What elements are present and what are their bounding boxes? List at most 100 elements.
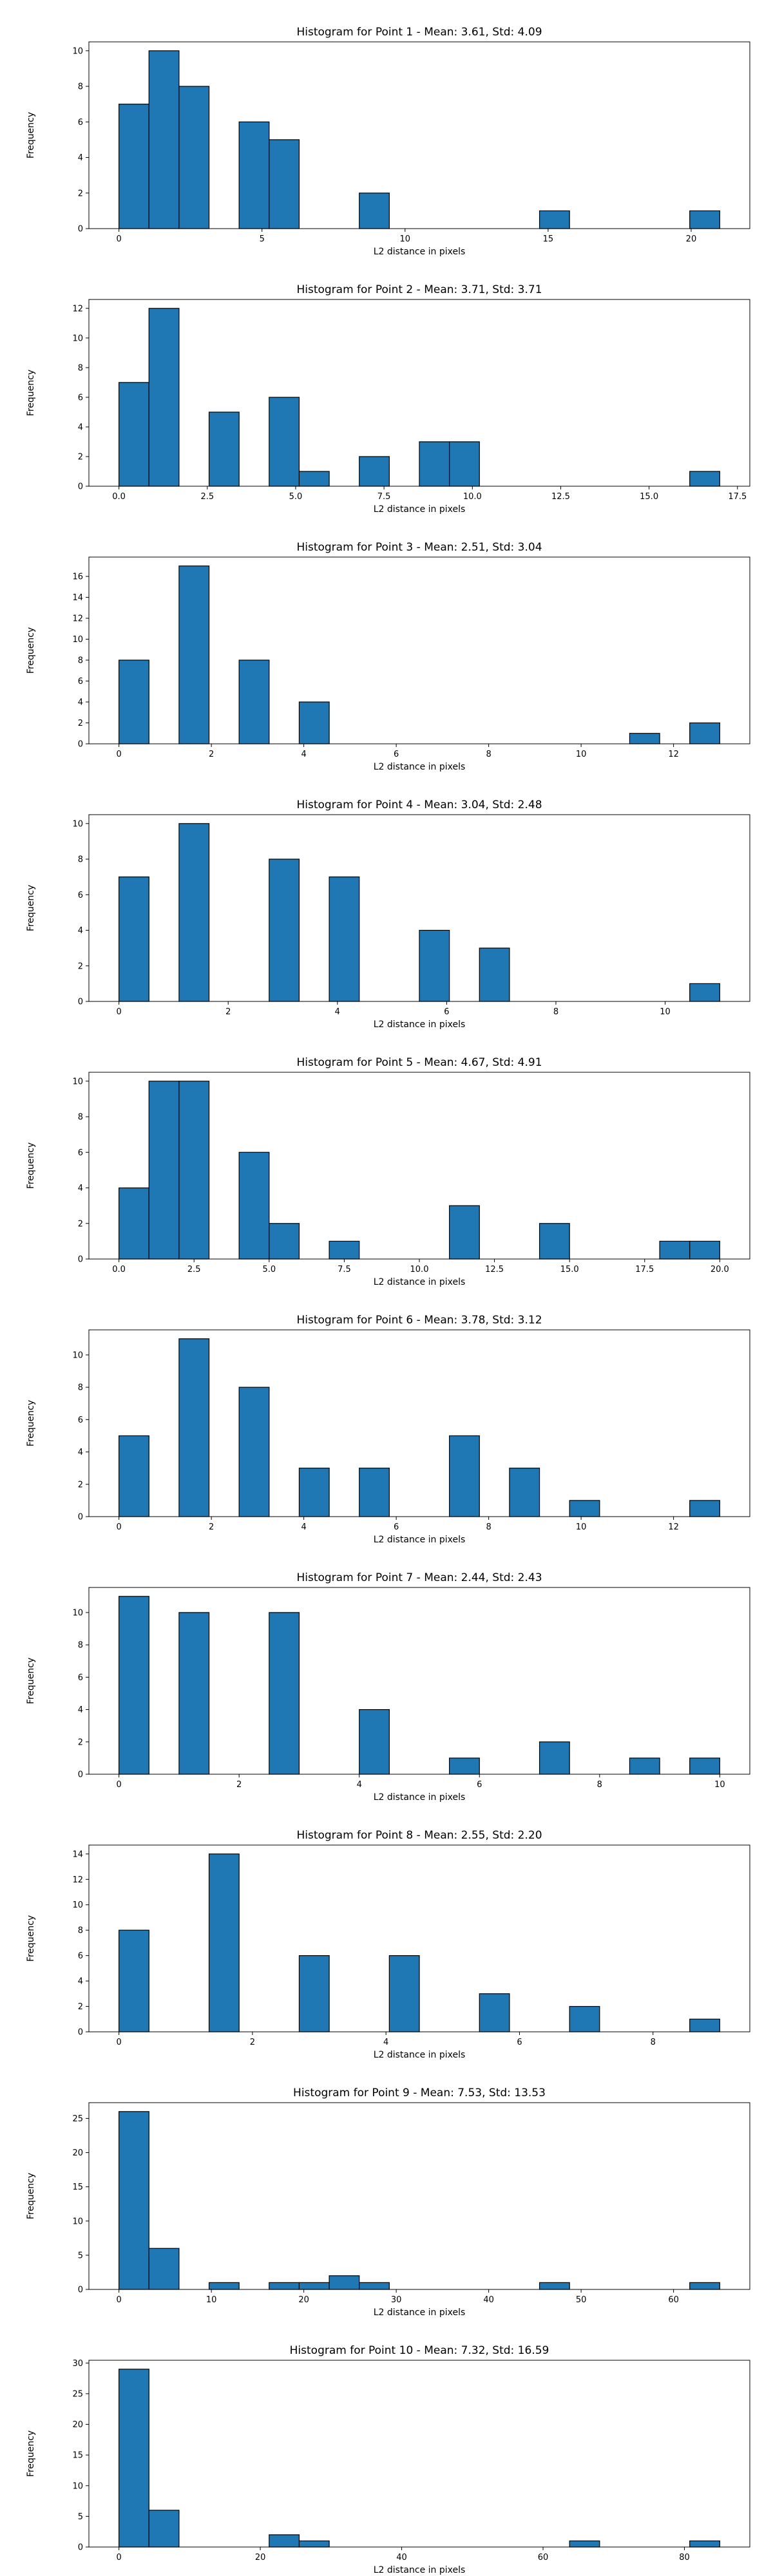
y-tick-label: 10 bbox=[72, 1077, 83, 1086]
x-tick-label: 20.0 bbox=[711, 1265, 729, 1274]
y-tick-label: 2 bbox=[78, 1219, 83, 1229]
histogram-bar bbox=[359, 1468, 390, 1517]
chart-title: Histogram for Point 9 - Mean: 7.53, Std:… bbox=[293, 2087, 546, 2099]
histogram-bar bbox=[479, 947, 510, 1002]
x-tick-label: 2.5 bbox=[200, 492, 214, 502]
x-tick-label: 0 bbox=[116, 1780, 121, 1790]
chart-title: Histogram for Point 10 - Mean: 7.32, Std… bbox=[290, 2344, 549, 2357]
x-axis-label: L2 distance in pixels bbox=[374, 762, 466, 772]
chart-title: Histogram for Point 2 - Mean: 3.71, Std:… bbox=[296, 283, 542, 296]
y-tick-label: 4 bbox=[78, 1184, 83, 1193]
histogram-bar bbox=[269, 397, 300, 487]
x-tick-label: 4 bbox=[301, 1522, 306, 1532]
x-tick-label: 10 bbox=[576, 750, 587, 759]
x-tick-label: 5.0 bbox=[262, 1265, 276, 1274]
histogram-bar bbox=[178, 1612, 210, 1775]
histogram-bar bbox=[269, 1223, 300, 1260]
y-tick-label: 8 bbox=[78, 1926, 83, 1936]
x-tick-label: 60 bbox=[668, 2295, 679, 2305]
histogram-bar bbox=[479, 1993, 510, 2032]
x-tick-label: 4 bbox=[357, 1780, 362, 1790]
plot-frame bbox=[88, 1329, 750, 1517]
y-tick-label: 0 bbox=[78, 2286, 83, 2295]
histogram-bar bbox=[539, 1223, 570, 1260]
histogram-bar bbox=[298, 1468, 330, 1517]
histogram-bar bbox=[148, 308, 180, 487]
y-tick-label: 2 bbox=[78, 452, 83, 462]
plot-frame bbox=[88, 2102, 750, 2290]
x-tick-label: 0 bbox=[116, 2038, 121, 2047]
x-tick-label: 15.0 bbox=[640, 492, 658, 502]
x-tick-label: 20 bbox=[686, 234, 697, 244]
x-tick-label: 4 bbox=[383, 2038, 388, 2047]
x-axis-label: L2 distance in pixels bbox=[374, 2307, 466, 2318]
y-tick-label: 10 bbox=[72, 1608, 83, 1618]
y-tick-label: 2 bbox=[78, 189, 83, 198]
histogram-bar bbox=[298, 2282, 330, 2290]
x-axis-label: L2 distance in pixels bbox=[374, 1535, 466, 1545]
chart-panel: Histogram for Point 1 - Mean: 3.61, Std:… bbox=[26, 26, 750, 257]
y-tick-label: 2 bbox=[78, 1480, 83, 1490]
x-tick-label: 40 bbox=[483, 2295, 494, 2305]
histogram-bar bbox=[178, 1081, 210, 1260]
chart-panel: Histogram for Point 7 - Mean: 2.44, Std:… bbox=[26, 1571, 750, 1803]
y-tick-label: 5 bbox=[78, 2251, 83, 2260]
y-tick-label: 8 bbox=[78, 1113, 83, 1122]
y-tick-label: 0 bbox=[78, 1255, 83, 1265]
histogram-bar bbox=[449, 1205, 480, 1260]
histogram-bar bbox=[419, 929, 450, 1002]
histogram-bar bbox=[509, 1468, 540, 1517]
histogram-bar bbox=[178, 86, 210, 229]
y-tick-label: 12 bbox=[72, 1875, 83, 1885]
chart-panel: Histogram for Point 4 - Mean: 3.04, Std:… bbox=[26, 799, 750, 1030]
histogram-bar bbox=[539, 210, 570, 229]
histogram-bar bbox=[208, 1853, 240, 2032]
histogram-bar bbox=[238, 659, 270, 744]
y-axis-label: Frequency bbox=[26, 2173, 36, 2219]
histogram-bar bbox=[178, 565, 210, 744]
x-tick-label: 5.0 bbox=[289, 492, 303, 502]
histogram-bar bbox=[689, 210, 720, 229]
x-tick-label: 15 bbox=[543, 234, 554, 244]
histogram-bar bbox=[148, 2510, 180, 2548]
x-tick-label: 0 bbox=[116, 750, 121, 759]
histogram-bar bbox=[178, 823, 210, 1002]
x-tick-label: 10 bbox=[576, 1522, 587, 1532]
y-tick-label: 12 bbox=[72, 304, 83, 314]
histogram-bar bbox=[119, 1596, 149, 1775]
y-tick-label: 0 bbox=[78, 1770, 83, 1780]
chart-title: Histogram for Point 4 - Mean: 3.04, Std:… bbox=[296, 799, 542, 811]
histogram-bar bbox=[419, 441, 450, 487]
histogram-bar bbox=[629, 1757, 660, 1775]
histogram-bar bbox=[689, 2540, 720, 2548]
y-tick-label: 4 bbox=[78, 698, 83, 708]
x-tick-label: 12 bbox=[668, 750, 679, 759]
y-tick-label: 8 bbox=[78, 1383, 83, 1393]
y-tick-label: 6 bbox=[78, 1951, 83, 1961]
x-tick-label: 10.0 bbox=[410, 1265, 429, 1274]
y-axis-label: Frequency bbox=[26, 370, 36, 416]
y-tick-label: 14 bbox=[72, 593, 83, 603]
chart-title: Histogram for Point 3 - Mean: 2.51, Std:… bbox=[296, 541, 542, 554]
histogram-bar bbox=[689, 722, 720, 744]
y-tick-label: 0 bbox=[78, 225, 83, 234]
x-tick-label: 2 bbox=[225, 1007, 231, 1017]
y-tick-label: 14 bbox=[72, 1850, 83, 1859]
y-tick-label: 8 bbox=[78, 855, 83, 865]
histogram-bar bbox=[119, 1435, 149, 1517]
histogram-bar bbox=[269, 858, 300, 1002]
y-tick-label: 10 bbox=[72, 334, 83, 343]
plot-frame bbox=[88, 1844, 750, 2032]
x-axis-label: L2 distance in pixels bbox=[374, 1019, 466, 1030]
y-tick-label: 15 bbox=[72, 2183, 83, 2192]
y-axis-label: Frequency bbox=[26, 1400, 36, 1446]
histogram-bar bbox=[178, 1338, 210, 1517]
y-axis-label: Frequency bbox=[26, 885, 36, 931]
y-tick-label: 20 bbox=[72, 2148, 83, 2158]
x-tick-label: 10 bbox=[660, 1007, 671, 1017]
chart-panel: Histogram for Point 3 - Mean: 2.51, Std:… bbox=[26, 541, 750, 772]
x-tick-label: 6 bbox=[444, 1007, 449, 1017]
y-tick-label: 10 bbox=[72, 635, 83, 645]
histogram-bar bbox=[449, 1757, 480, 1775]
plot-frame bbox=[88, 299, 750, 487]
